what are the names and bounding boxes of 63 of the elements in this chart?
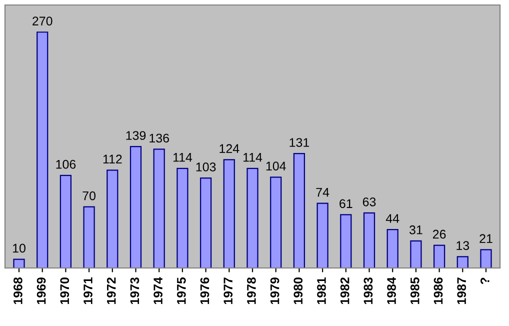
x-tick-label: 1969 bbox=[36, 277, 46, 304]
x-tick-label: 1978 bbox=[247, 277, 256, 304]
bar bbox=[270, 176, 282, 268]
x-tick-label: ? bbox=[480, 278, 490, 284]
x-tick-label: 1973 bbox=[130, 277, 140, 304]
bar bbox=[83, 206, 95, 268]
x-tick-label: 1984 bbox=[387, 277, 396, 304]
x-tick-label: 1985 bbox=[410, 277, 420, 304]
bar bbox=[480, 249, 492, 268]
x-tick-label: 1972 bbox=[106, 278, 116, 304]
data-label: 63 bbox=[362, 197, 376, 206]
bar bbox=[200, 177, 212, 268]
bar bbox=[386, 229, 398, 268]
bar bbox=[433, 244, 446, 268]
data-label: 270 bbox=[32, 16, 52, 26]
data-label: 44 bbox=[386, 214, 400, 223]
data-label: 61 bbox=[340, 199, 352, 208]
x-tick-label: 1968 bbox=[14, 277, 22, 304]
bar bbox=[36, 32, 48, 268]
x-tick-label: 1975 bbox=[176, 277, 186, 304]
bar bbox=[130, 146, 142, 268]
x-tick-label: 1976 bbox=[200, 277, 210, 304]
x-tick-label: 1983 bbox=[364, 277, 373, 304]
data-label: 114 bbox=[243, 153, 262, 162]
data-label: 136 bbox=[150, 134, 169, 143]
bar bbox=[410, 240, 422, 268]
x-tick-label: 1974 bbox=[154, 277, 162, 304]
data-label: 104 bbox=[266, 162, 286, 171]
bar bbox=[60, 174, 72, 268]
data-label: 139 bbox=[126, 131, 146, 140]
bar bbox=[223, 159, 235, 268]
bar bbox=[176, 168, 188, 268]
data-label: 31 bbox=[409, 225, 422, 234]
data-label: 70 bbox=[82, 191, 96, 200]
bar bbox=[153, 148, 165, 268]
bar bbox=[363, 212, 376, 268]
x-tick-label: 1981 bbox=[317, 277, 326, 304]
x-tick-label: 1987 bbox=[457, 278, 466, 304]
data-label: 112 bbox=[103, 154, 122, 164]
bar bbox=[246, 168, 258, 268]
bar bbox=[293, 153, 306, 268]
x-tick-label: 1971 bbox=[84, 277, 92, 304]
data-label: 131 bbox=[290, 138, 310, 147]
bar bbox=[316, 202, 328, 268]
data-label: 124 bbox=[220, 144, 240, 153]
data-label: 21 bbox=[480, 234, 492, 243]
x-tick-label: 1970 bbox=[60, 278, 70, 304]
x-tick-label: 1982 bbox=[340, 278, 350, 304]
data-label: 26 bbox=[432, 230, 446, 239]
bar bbox=[456, 256, 468, 268]
data-label: 114 bbox=[173, 153, 192, 162]
x-tick-label: 1980 bbox=[294, 278, 303, 304]
bar bbox=[106, 170, 118, 268]
data-label: 10 bbox=[13, 244, 26, 253]
bar bbox=[13, 258, 25, 268]
data-label: 103 bbox=[196, 162, 216, 172]
bar bbox=[340, 214, 352, 268]
data-label: 13 bbox=[456, 241, 470, 250]
data-label: 106 bbox=[56, 160, 76, 169]
data-label: 74 bbox=[316, 188, 330, 197]
x-tick-label: 1979 bbox=[270, 277, 280, 304]
x-tick-label: 1977 bbox=[224, 278, 233, 304]
x-tick-label: 1986 bbox=[434, 277, 443, 304]
